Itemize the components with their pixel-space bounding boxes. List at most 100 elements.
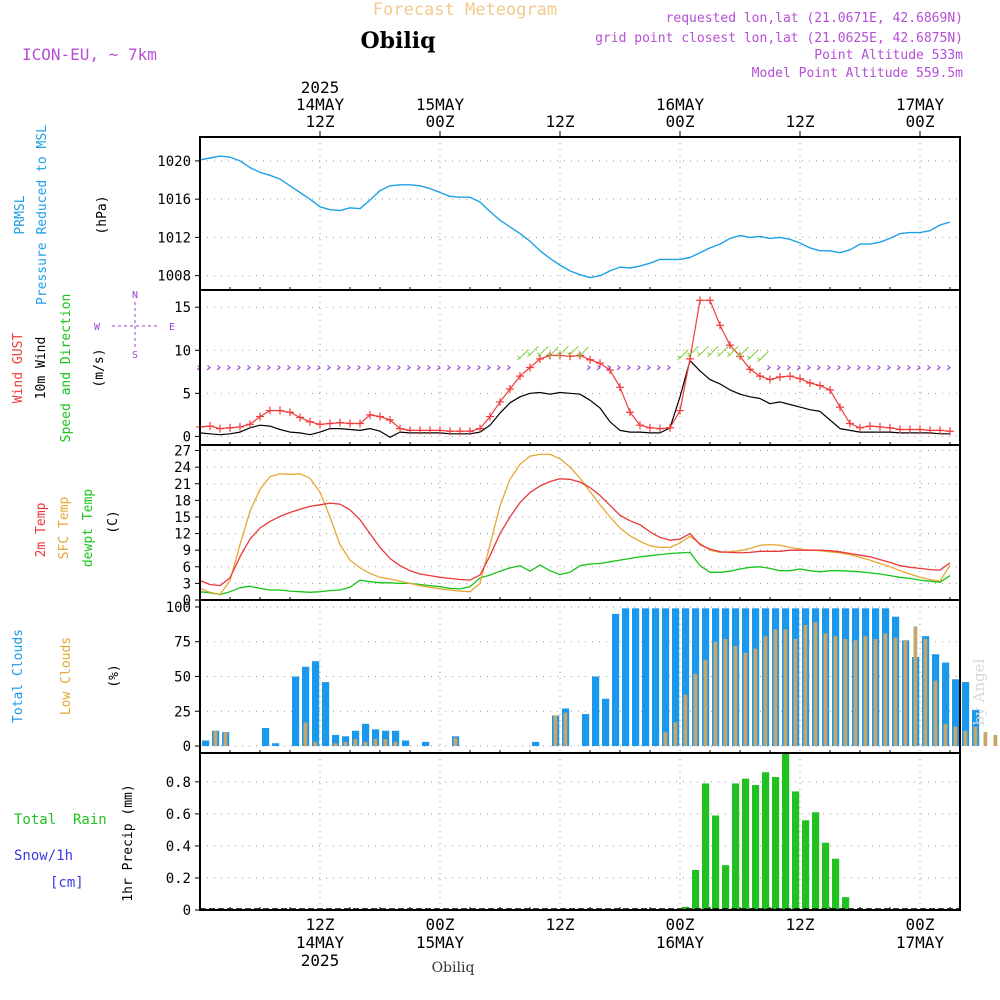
top-tick-label: 16MAY [656,95,705,114]
temp-label-3: dewpt Temp [81,489,96,567]
compass-north: N [132,290,138,301]
low-cloud-bar [763,636,768,747]
wind-panel: 0 5 10 15 [174,290,960,445]
wind-direction-arrowhead [347,365,351,370]
total-cloud-bar [672,608,680,747]
low-cloud-bar [303,722,308,747]
gust-marker [846,419,854,428]
rain-bar [752,785,760,910]
gust-marker [776,372,784,381]
wind-direction-arrowhead [867,365,871,370]
wind-direction-arrowhead [577,353,581,358]
gust-marker [596,359,604,368]
low-cloud-bar [953,726,958,747]
wind-direction-arrow [549,346,559,356]
top-tick-label: 15MAY [416,95,465,114]
wind-direction-arrowhead [397,365,401,370]
wind-direction-arrowhead [857,365,861,370]
bottom-tick-label: 00Z [906,915,935,934]
wind-direction-arrowhead [247,365,251,370]
total-cloud-bar [592,676,600,747]
precipitation-ytick-label: 0.2 [166,871,191,887]
gust-marker [556,351,564,360]
wind-direction-arrowhead [587,365,591,370]
wind-direction-arrowhead [357,365,361,370]
wind-direction-arrowhead [707,352,711,357]
top-tick-label: 12Z [306,112,335,131]
wind-direction-arrowhead [787,365,791,370]
total-cloud-bar [202,740,210,747]
wind-direction-arrowhead [937,365,941,370]
gust-marker [316,420,324,429]
low-cloud-bar [873,638,878,747]
wind-direction-arrowhead [257,365,261,370]
pressure-panel: 1008 1012 1016 1020 [157,137,960,290]
total-cloud-bar [352,730,360,747]
gust-marker [256,412,264,421]
wind-ytick-label: 15 [174,300,191,316]
wind-gust-line [199,299,951,432]
total-cloud-bar [952,679,960,747]
gust-marker [786,372,794,381]
watermark: by Angel [970,658,988,725]
total-cloud-bar [662,608,670,747]
temp-unit: (C) [106,510,121,533]
total-cloud-bar [422,741,430,747]
bottom-tick-label: 15MAY [416,933,465,952]
low-cloud-bar [843,638,848,747]
low-cloud-bar [393,741,398,747]
low-cloud-bar [993,734,998,747]
wind-direction-arrowhead [687,352,691,357]
precip-unit: 1hr Precip (mm) [121,784,136,901]
total-cloud-bar [312,661,320,747]
total-cloud-bar [382,730,390,747]
wind-direction-arrowhead [317,365,321,370]
temperature-ytick-label: 9 [183,543,191,559]
pressure-ytick-label: 1008 [157,269,191,285]
top-tick-label: 00Z [426,112,455,131]
low-cloud-bar [973,726,978,747]
low-cloud-bar [313,741,318,747]
gust-marker [426,426,434,435]
gust-marker [446,427,454,436]
wind-panel-labels: Wind GUST 10m Wind Speed and Direction (… [11,290,175,442]
wind-direction-arrowhead [217,365,221,370]
wind-direction-arrow [529,345,539,355]
wind-direction-arrowhead [917,365,921,370]
gust-marker [586,355,594,364]
wind-direction-arrow [739,346,749,356]
total-cloud-bar [942,662,950,747]
wind-direction-arrowhead [667,365,671,370]
top-tick-label: 14MAY [296,95,345,114]
wind-direction-arrowhead [827,365,831,370]
pressure-panel-labels: PRMSL Pressure Reduced to MSL (hPa) [13,125,110,305]
low-cloud-bar [753,648,758,747]
precip-label-1: Total Rain [14,812,107,828]
total-cloud-bar [272,743,280,747]
bottom-tick-label: 12Z [306,915,335,934]
pressure-label-2: Pressure Reduced to MSL [35,125,50,305]
bottom-tick-label: 00Z [666,915,695,934]
low-cloud-bar [703,659,708,747]
total-cloud-bar [372,729,380,747]
pressure-ytick-label: 1016 [157,192,191,208]
rain-bar [792,791,800,910]
panels: 1008101210161020051015036912151821242702… [157,136,998,919]
bottom-tick-label: 16MAY [656,933,705,952]
low-cloud-bar [343,741,348,747]
low-cloud-bar [333,743,338,747]
gust-marker [356,419,364,428]
wind-direction-arrowhead [797,365,801,370]
wind-direction-arrowhead [387,365,391,370]
wind-unit: (m/s) [92,348,107,387]
rain-bar [702,783,710,910]
wind-direction-arrowhead [537,352,541,357]
low-cloud-bar [663,732,668,747]
total-cloud-bar [632,608,640,747]
total-cloud-bar [582,714,590,747]
low-cloud-bar [813,622,818,747]
total-cloud-bar [622,608,630,747]
low-cloud-bar [783,629,788,747]
temp-label-2: SFC Temp [57,497,72,560]
wind-direction-arrowhead [897,365,901,370]
